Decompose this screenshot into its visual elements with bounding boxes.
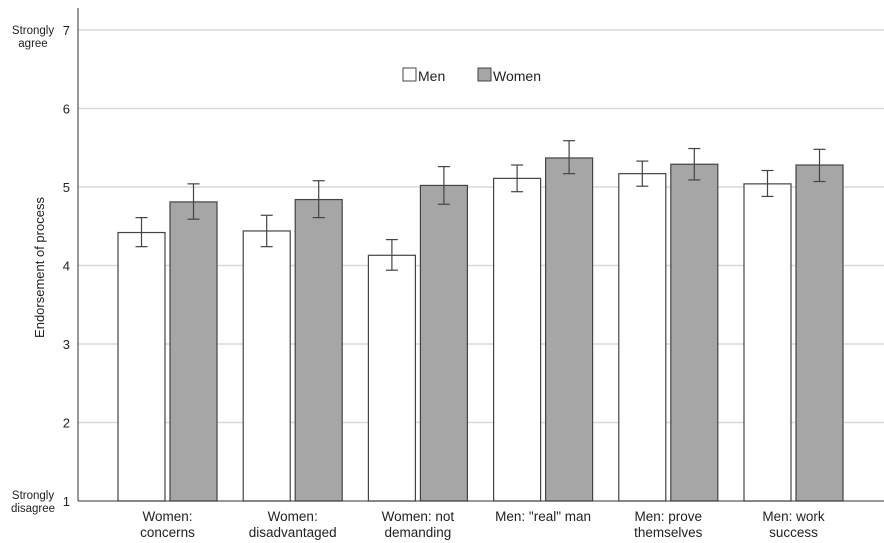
y-tick-label: 2 [63, 416, 70, 431]
x-category-label: Men: "real" man [495, 509, 591, 524]
x-category-label: Men: prove [635, 509, 703, 524]
error-bar [385, 238, 398, 271]
bar-women [419, 184, 468, 502]
error-bar [437, 165, 450, 205]
bar-women [670, 163, 719, 502]
bars [117, 157, 844, 502]
y-tick-label: 6 [63, 102, 70, 117]
legend-swatch-women [477, 67, 492, 82]
error-bar [688, 147, 701, 181]
error-bar [511, 164, 524, 193]
legend-label-women: Women [493, 68, 541, 84]
x-category-label: Men: work [762, 509, 825, 524]
bar-men [117, 231, 166, 502]
bar-men [493, 177, 542, 502]
legend-label-men: Men [418, 68, 445, 84]
y-tick-label: 5 [63, 180, 70, 195]
error-bar [563, 140, 576, 175]
y-anchor-label-top: Strongly [12, 25, 54, 37]
x-category-label: concerns [140, 525, 195, 540]
x-category-label: disadvantaged [249, 525, 337, 540]
bar-women [169, 201, 218, 502]
error-bar [135, 217, 148, 248]
y-tick-label: 4 [63, 259, 70, 274]
y-tick-label: 7 [63, 23, 70, 38]
x-axis-labels: Women:concernsWomen:disadvantagedWomen: … [140, 509, 825, 540]
x-category-label: Women: [142, 509, 192, 524]
legend-swatch-men [402, 67, 417, 82]
bar-men [743, 183, 792, 502]
error-bar [813, 148, 826, 183]
bar-men [618, 173, 667, 502]
error-bar [636, 160, 649, 187]
bar-women [795, 164, 844, 502]
error-bar [187, 183, 200, 220]
x-category-label: Women: not [382, 509, 455, 524]
error-bars [135, 140, 826, 271]
y-anchor-label-bottom: Strongly [12, 490, 54, 502]
y-anchor-label-top: agree [18, 38, 47, 50]
x-category-label: Women: [268, 509, 318, 524]
legend: Men Women [402, 67, 541, 84]
y-axis-label: Endorsement of process [32, 197, 47, 338]
bar-women [294, 198, 343, 502]
bar-women [544, 157, 594, 502]
x-category-label: demanding [384, 525, 451, 540]
error-bar [761, 169, 774, 198]
error-bar [260, 214, 273, 248]
y-tick-label: 3 [63, 337, 70, 352]
y-anchor-label-bottom: disagree [11, 503, 55, 515]
bar-men [242, 230, 291, 502]
bar-men [367, 254, 416, 502]
x-category-label: themselves [634, 525, 703, 540]
error-bar [312, 180, 325, 219]
x-category-label: success [769, 525, 818, 540]
y-tick-label: 1 [63, 494, 70, 509]
